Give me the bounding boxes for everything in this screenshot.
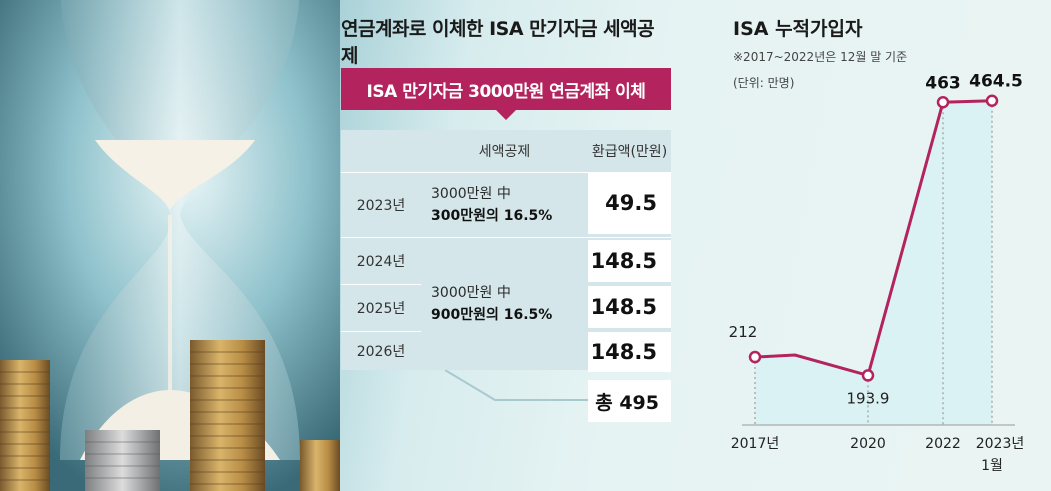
data-label: 212 bbox=[729, 323, 758, 341]
row-divider bbox=[341, 172, 671, 173]
x-tick-label: 1월 bbox=[981, 458, 1003, 474]
header-year bbox=[341, 130, 421, 172]
x-tick-label: 2023년 bbox=[976, 436, 1025, 452]
desc-2024-2026: 3000만원 中 900만원의 16.5% bbox=[431, 237, 588, 370]
table-title: 연금계좌로 이체한 ISA 만기자금 세액공제 bbox=[341, 18, 655, 67]
desc-group-line1: 3000만원 中 bbox=[431, 284, 511, 301]
year-2026: 2026년 bbox=[356, 343, 406, 360]
desc-group-line2: 900만원의 16.5% bbox=[431, 306, 553, 323]
x-tick-label: 2020 bbox=[850, 436, 886, 452]
header-refund: 환급액(만원) bbox=[591, 144, 668, 160]
data-labels: 212 193.9 463 464.5 bbox=[729, 72, 1023, 408]
data-label: 464.5 bbox=[969, 72, 1023, 92]
x-tick-label: 2022 bbox=[925, 436, 961, 452]
refund-2023: 49.5 bbox=[588, 172, 671, 234]
data-label: 463 bbox=[925, 73, 961, 93]
transfer-banner: ISA 만기자금 3000만원 연금계좌 이체 bbox=[341, 68, 671, 120]
x-tick-label: 2017년 bbox=[731, 436, 780, 452]
refund-2026: 148.5 bbox=[588, 332, 671, 372]
refund-total: 총 495 bbox=[588, 380, 671, 422]
chart-area-fill bbox=[755, 100, 992, 425]
data-point bbox=[861, 369, 875, 382]
year-2024: 2024년 bbox=[356, 253, 406, 270]
chart-note: ※2017~2022년은 12월 말 기준 bbox=[733, 50, 908, 64]
data-label: 193.9 bbox=[847, 389, 890, 407]
refund-2024: 148.5 bbox=[588, 240, 671, 282]
data-point bbox=[985, 94, 999, 107]
banner-label: ISA 만기자금 3000만원 연금계좌 이체 bbox=[366, 81, 646, 102]
data-points bbox=[748, 94, 999, 382]
x-ticks: 2017년 2020 2022 2023년 1월 bbox=[731, 436, 1025, 474]
isa-subscribers-chart: 212 193.9 463 464.5 2017년 2020 2022 2023년 1월 bbox=[729, 72, 1025, 474]
row-divider bbox=[341, 284, 421, 285]
year-2023: 2023년 bbox=[356, 197, 406, 214]
desc-2023-line2: 300만원의 16.5% bbox=[431, 207, 553, 224]
data-point bbox=[936, 96, 950, 109]
chart-unit: (단위: 만명) bbox=[733, 76, 795, 90]
refund-2025: 148.5 bbox=[588, 286, 671, 328]
chart-guides bbox=[754, 100, 993, 425]
data-point bbox=[748, 350, 762, 364]
chart-title: ISA 누적가입자 bbox=[733, 18, 863, 40]
row-divider bbox=[341, 331, 421, 332]
hourglass-coins-photo bbox=[0, 0, 340, 491]
header-deduction: 세액공제 bbox=[478, 144, 531, 160]
desc-2023-line1: 3000만원 中 bbox=[431, 185, 511, 202]
row-divider bbox=[341, 237, 671, 238]
year-2025: 2025년 bbox=[356, 300, 406, 317]
total-connector bbox=[444, 370, 588, 401]
desc-2023: 3000만원 中 300만원의 16.5% bbox=[431, 172, 588, 237]
